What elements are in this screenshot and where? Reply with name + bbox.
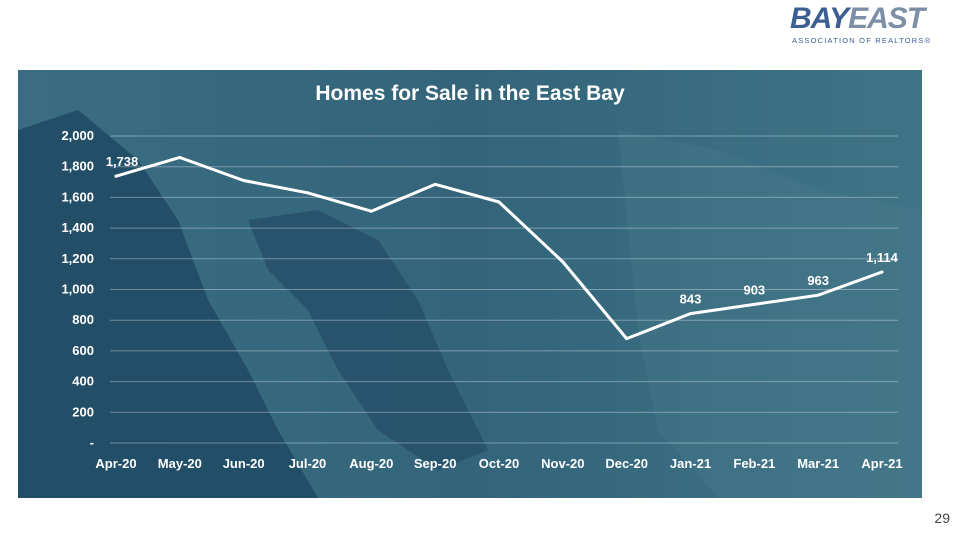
x-tick-label: Apr-21 [861, 456, 902, 471]
x-tick-label: Sep-20 [414, 456, 457, 471]
bayeast-logo: BAYEAST ASSOCIATION OF REALTORS® [790, 4, 958, 48]
data-point [625, 337, 629, 341]
logo-east-text: EAST [848, 2, 925, 35]
x-tick-label: Apr-20 [95, 456, 136, 471]
y-tick-label: 1,600 [61, 189, 94, 204]
data-label: 1,114 [866, 250, 899, 265]
x-axis-ticks: Apr-20 May-20 Jun-20 Jul-20 Aug-20 Sep-20 Oct-… [95, 456, 902, 471]
x-tick-label: Aug-20 [349, 456, 393, 471]
hills-shape [618, 130, 922, 498]
series-lines [114, 155, 884, 341]
series-line [114, 155, 884, 341]
chart-title: Homes for Sale in the East Bay [315, 82, 625, 105]
x-tick-label: Dec-20 [605, 456, 648, 471]
data-point [306, 191, 309, 195]
data-label: 1,738 [106, 154, 139, 169]
gridlines [110, 135, 898, 444]
x-tick-label: Jan-21 [670, 456, 711, 471]
data-point [178, 155, 182, 159]
data-label: 843 [680, 292, 702, 307]
y-tick-label: 1,000 [61, 282, 94, 297]
bay-water-shape [248, 210, 488, 470]
y-tick-label: 1,800 [61, 159, 94, 174]
y-tick-label: - [90, 435, 94, 450]
chart-panel: - 200 400 600 800 1,000 1,200 1,400 1,600 1,800 2,… [18, 70, 922, 498]
y-tick-label: 600 [72, 343, 94, 358]
x-tick-label: May-20 [158, 456, 202, 471]
logo-bay-text: BAY [790, 2, 849, 35]
ocean-shape [18, 110, 318, 498]
data-point [114, 174, 118, 178]
logo-subtitle: ASSOCIATION OF REALTORS® [792, 36, 932, 45]
logo-wordmark: BAYEAST [790, 2, 925, 35]
data-point [497, 200, 501, 204]
data-point [752, 302, 756, 306]
data-point [561, 260, 565, 264]
data-label: 963 [807, 273, 829, 288]
data-point [816, 293, 820, 297]
y-tick-label: 400 [72, 374, 94, 389]
page-number: 29 [934, 510, 950, 526]
y-tick-label: 800 [72, 312, 94, 327]
x-tick-label: Feb-21 [733, 456, 775, 471]
y-tick-label: 2,000 [61, 128, 94, 143]
line-chart: - 200 400 600 800 1,000 1,200 1,400 1,600 1,800 2,… [61, 128, 902, 471]
data-point [433, 182, 437, 186]
x-tick-label: Jun-20 [223, 456, 265, 471]
x-tick-label: Jul-20 [289, 456, 327, 471]
data-point [689, 312, 692, 316]
x-tick-label: Oct-20 [479, 456, 519, 471]
y-tick-label: 1,200 [61, 251, 94, 266]
data-point [369, 209, 373, 213]
data-labels: 1,738 843 903 963 1,114 [106, 154, 899, 306]
x-tick-label: Mar-21 [797, 456, 839, 471]
data-label: 903 [743, 282, 765, 297]
y-axis-ticks: - 200 400 600 800 1,000 1,200 1,400 1,600 1,800 2,… [61, 128, 94, 450]
data-point [242, 179, 246, 183]
map-background [18, 70, 922, 498]
y-tick-label: 200 [72, 404, 94, 419]
data-point [880, 270, 884, 274]
x-tick-label: Nov-20 [541, 456, 584, 471]
y-tick-label: 1,400 [61, 220, 94, 235]
